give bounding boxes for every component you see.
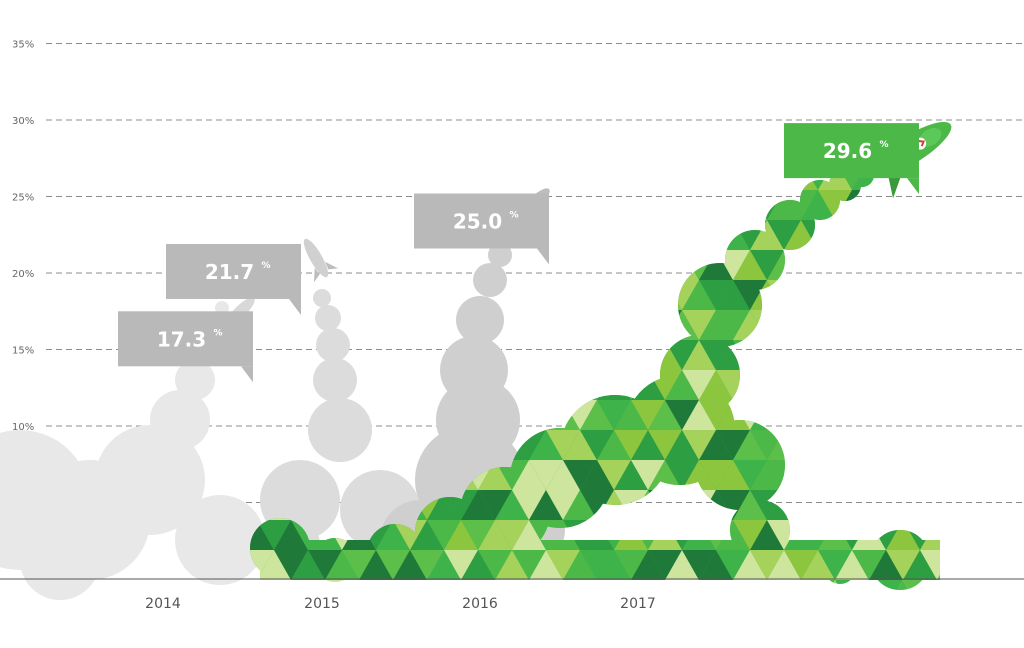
value-unit: % — [262, 261, 271, 271]
value-callouts: 17.3 %21.7 %25.0 %29.6% — [118, 123, 919, 383]
callout-box — [166, 243, 301, 299]
x-axis-labels: 2014 2015 2016 2017 — [145, 596, 656, 612]
y-tick-label: 35% — [12, 40, 34, 51]
value-unit: % — [214, 328, 223, 338]
x-tick-label: 2016 — [462, 596, 498, 612]
rocket-2015 — [303, 238, 339, 283]
x-tick-label: 2017 — [620, 596, 656, 612]
x-tick-label: 2015 — [304, 596, 340, 612]
y-tick-label: 15% — [12, 346, 34, 357]
value-label: 29.6 — [823, 139, 872, 163]
value-callout: 25.0% — [414, 193, 549, 265]
callout-box — [784, 123, 919, 179]
callout-pointer — [907, 178, 919, 195]
value-label: 21.7 — [205, 260, 254, 284]
value-callout: 21.7% — [166, 243, 301, 315]
callout-pointer — [241, 366, 253, 383]
value-unit: % — [880, 140, 889, 150]
value-callout: 29.6% — [784, 123, 919, 195]
x-tick-label: 2014 — [145, 596, 181, 612]
y-tick-label: 10% — [12, 422, 34, 433]
smoke-2014 — [0, 301, 265, 600]
y-tick-label: 25% — [12, 193, 34, 204]
callout-pointer — [289, 298, 301, 315]
value-label: 25.0 — [453, 210, 502, 234]
value-unit: % — [510, 211, 519, 221]
callout-box — [118, 311, 253, 367]
value-callout: 17.3% — [118, 311, 253, 383]
y-tick-label: 30% — [12, 116, 34, 127]
callout-box — [414, 193, 549, 249]
callout-pointer — [537, 248, 549, 265]
value-label: 17.3 — [157, 327, 206, 351]
y-tick-label: 20% — [12, 269, 34, 280]
